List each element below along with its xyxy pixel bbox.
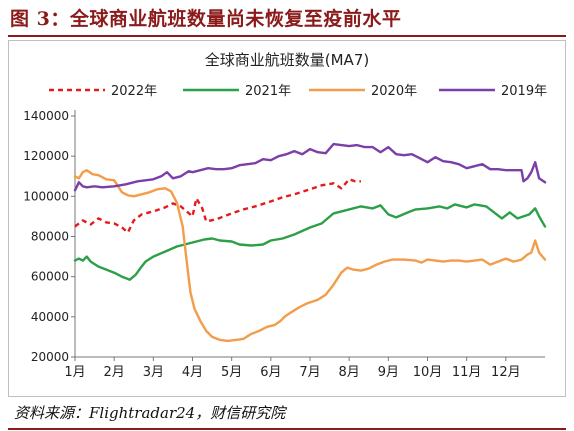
- legend-label-2020: 2020年: [371, 84, 417, 99]
- x-axis: 1月 2月 3月 4月 5月 6月 7月 8月 9月 10月 11月 12月: [64, 356, 545, 380]
- chart-title: 全球商业航班数量(MA7): [205, 51, 369, 69]
- y-tick-label: 80000: [31, 230, 69, 244]
- x-tick-label: 8月: [339, 365, 360, 380]
- x-tick-label: 1月: [64, 365, 85, 380]
- plot-lines: [73, 142, 547, 343]
- x-tick-label: 2月: [104, 365, 125, 380]
- x-tick-label: 5月: [221, 365, 242, 380]
- source-note: 资料来源：Flightradar24，财信研究院: [14, 404, 286, 422]
- x-tick-label: 11月: [452, 365, 482, 380]
- title-rule: [8, 35, 566, 37]
- legend: 2022年 2021年 2020年 2019年: [49, 84, 547, 99]
- series-line-2019: [73, 142, 547, 192]
- y-tick-label: 140000: [23, 109, 69, 123]
- x-tick-label: 12月: [491, 365, 521, 380]
- y-tick-label: 40000: [31, 310, 69, 324]
- y-tick-label: 100000: [23, 189, 69, 203]
- y-tick-label: 60000: [31, 270, 69, 284]
- x-tick-label: 10月: [413, 365, 443, 380]
- x-tick-label: 7月: [299, 365, 320, 380]
- legend-label-2022: 2022年: [111, 84, 157, 99]
- legend-label-2019: 2019年: [501, 84, 547, 99]
- y-tick-label: 120000: [23, 149, 69, 163]
- chart-frame: 全球商业航班数量(MA7) 2022年 2021年 2020年 2019年 20000…: [8, 40, 566, 397]
- bottom-rule: [8, 428, 566, 430]
- y-axis: 20000 40000 60000 80000 100000 120000 140000: [23, 109, 76, 364]
- x-tick-label: 4月: [182, 365, 203, 380]
- legend-label-2021: 2021年: [245, 84, 291, 99]
- figure-title: 图 3：全球商业航班数量尚未恢复至疫前水平: [10, 8, 402, 30]
- x-tick-label: 9月: [378, 365, 399, 380]
- y-tick-label: 20000: [31, 350, 69, 364]
- x-tick-label: 3月: [143, 365, 164, 380]
- series-line-2020: [73, 169, 547, 343]
- line-chart: 全球商业航班数量(MA7) 2022年 2021年 2020年 2019年 20000…: [23, 51, 547, 380]
- series-line-2021: [73, 203, 547, 281]
- series-line-2022: [74, 178, 361, 234]
- x-tick-label: 6月: [260, 365, 281, 380]
